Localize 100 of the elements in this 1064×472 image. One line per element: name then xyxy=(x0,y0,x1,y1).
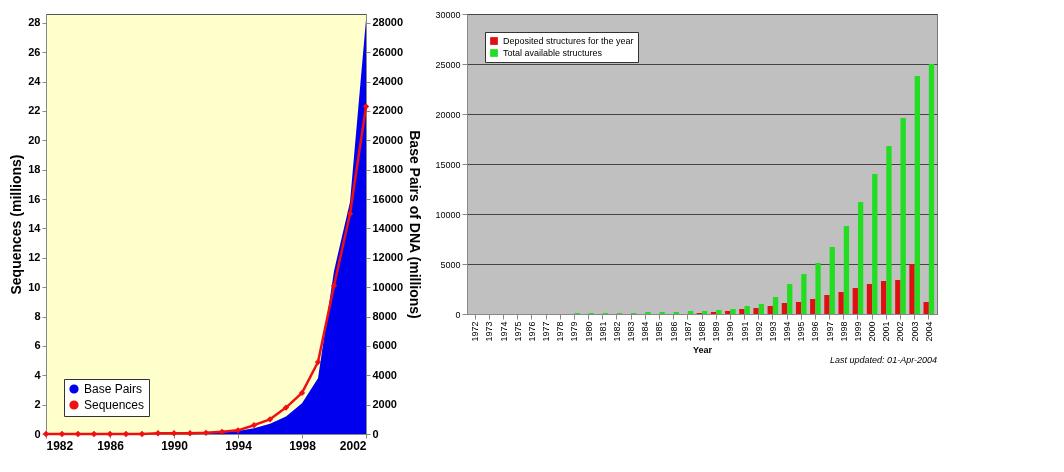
x-tick-label: 1984 xyxy=(640,321,651,342)
x-tick-label: 1994 xyxy=(225,438,253,453)
x-tick-label: 1985 xyxy=(654,321,665,342)
bar xyxy=(767,306,773,314)
text: Last updated: 01-Apr-2004 xyxy=(830,355,937,366)
bar xyxy=(815,263,821,314)
bar xyxy=(900,118,906,314)
y2-tick-label: 10000 xyxy=(372,280,404,293)
bar xyxy=(824,295,830,314)
bar xyxy=(702,311,708,314)
y2-tick-label: 28000 xyxy=(372,16,404,29)
x-tick-label: 1977 xyxy=(541,321,552,342)
legend-label: Total available structures xyxy=(503,48,603,58)
x-tick-label: 1979 xyxy=(569,321,580,342)
x-tick-label: 1986 xyxy=(668,321,679,342)
legend-label: Base Pairs xyxy=(84,382,143,396)
y-tick-label: 22 xyxy=(28,104,41,117)
y2-tick-label: 14000 xyxy=(372,221,404,234)
x-tick-label: 1989 xyxy=(711,321,722,342)
x-tick-label: 2004 xyxy=(923,321,934,342)
y-tick-label: 6 xyxy=(34,339,41,352)
x-tick-label: 1976 xyxy=(526,321,537,342)
x-tick-label: 1973 xyxy=(484,321,495,342)
x-tick-label: 2001 xyxy=(881,321,892,342)
x-tick-label: 1988 xyxy=(697,321,707,342)
x-tick-label: 1991 xyxy=(739,321,750,342)
x-tick-label: 1972 xyxy=(470,321,481,342)
bar xyxy=(895,280,901,314)
y-tick-label: 5000 xyxy=(440,259,461,270)
y-tick-label: 26 xyxy=(28,45,41,58)
bar xyxy=(857,202,864,314)
bar xyxy=(838,292,844,314)
bar xyxy=(923,302,929,314)
x-tick-label: 2003 xyxy=(909,321,920,342)
x-tick-label: 1997 xyxy=(824,321,835,342)
y-tick-label: 25000 xyxy=(435,59,461,70)
y-tick-label: 28 xyxy=(28,16,41,29)
bar xyxy=(772,297,779,314)
y-tick-label: 20000 xyxy=(435,109,461,120)
x-tick-label: 1983 xyxy=(626,321,637,342)
y-tick-label: 30000 xyxy=(435,9,461,20)
y2-axis-title: Base Pairs of DNA (millions) xyxy=(407,130,424,319)
bar xyxy=(881,281,887,314)
bar xyxy=(795,302,802,314)
x-tick-label: 1980 xyxy=(583,321,594,342)
y2-tick-label: 20000 xyxy=(372,133,404,146)
bar xyxy=(739,309,745,314)
y2-tick-label: 22000 xyxy=(372,104,404,117)
x-tick-label: 1986 xyxy=(97,438,125,453)
bar xyxy=(872,174,878,314)
bar xyxy=(829,247,835,314)
bar xyxy=(886,146,892,314)
bar xyxy=(914,76,920,314)
bar xyxy=(866,284,873,314)
x-tick-label: 2002 xyxy=(339,438,367,453)
x-tick-label: 1999 xyxy=(852,321,863,342)
y2-tick-label: 12000 xyxy=(372,251,404,264)
bar xyxy=(928,64,935,314)
bar xyxy=(753,308,759,314)
y2-tick-label: 0 xyxy=(372,427,379,440)
x-tick-label: 1990 xyxy=(725,321,736,342)
x-tick-label: 1995 xyxy=(796,321,807,342)
x-tick-label: 1982 xyxy=(46,438,74,453)
bar xyxy=(730,309,736,314)
x-tick-label: 1982 xyxy=(611,321,622,342)
x-tick-label: 1998 xyxy=(289,438,317,453)
x-tick-label: 2000 xyxy=(867,321,878,342)
x-tick-label: 1998 xyxy=(838,321,849,342)
bar xyxy=(687,311,694,314)
bar xyxy=(716,310,722,314)
x-tick-label: 1974 xyxy=(498,321,509,342)
bar xyxy=(758,304,765,314)
x-tick-label: 1990 xyxy=(161,438,189,453)
x-tick-label: 2002 xyxy=(895,321,906,342)
bar xyxy=(781,303,788,314)
y-tick-label: 24 xyxy=(28,75,42,88)
y-tick-label: 2 xyxy=(34,398,41,411)
y-tick-label: 8 xyxy=(34,310,41,323)
x-tick-label: 1994 xyxy=(782,321,793,342)
x-tick-label: 1993 xyxy=(767,321,778,342)
y2-tick-label: 26000 xyxy=(372,45,404,58)
y-tick-label: 20 xyxy=(28,133,41,146)
x-tick-label: 1978 xyxy=(555,321,566,342)
y2-tick-label: 4000 xyxy=(372,368,397,381)
bar xyxy=(843,226,850,314)
bar xyxy=(810,299,816,314)
x-axis-title: Year xyxy=(692,344,713,355)
y2-tick-label: 2000 xyxy=(372,398,397,411)
y2-tick-label: 24000 xyxy=(372,75,404,88)
bar xyxy=(744,306,750,314)
bar xyxy=(909,264,915,314)
y-tick-label: 14 xyxy=(28,221,42,234)
x-tick-label: 1987 xyxy=(682,321,693,342)
y2-tick-label: 18000 xyxy=(372,163,404,176)
bar xyxy=(725,311,731,314)
x-tick-label: 1981 xyxy=(597,321,608,342)
y-tick-label: 15000 xyxy=(435,159,461,170)
x-tick-label: 1996 xyxy=(810,321,821,342)
legend-label: Deposited structures for the year xyxy=(503,36,634,46)
y-tick-label: 12 xyxy=(28,251,41,264)
